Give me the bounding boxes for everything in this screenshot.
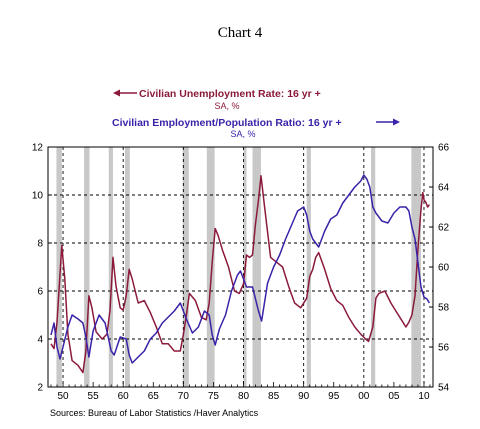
left-axis-tick-label: 2 (37, 383, 43, 394)
legend-left-arrow-icon (113, 89, 137, 97)
x-axis-tick-label: 95 (328, 391, 340, 402)
left-axis-tick-label: 8 (37, 239, 43, 250)
x-axis-tick-label: 75 (208, 391, 220, 402)
left-axis-tick-label: 10 (32, 191, 44, 202)
legend-employment-label: Civilian Employment/Population Ratio: 16… (112, 117, 342, 129)
chart-source: Sources: Bureau of Labor Statistics /Hav… (50, 408, 259, 418)
recession-band (182, 147, 189, 387)
legend-employment-sub: SA, % (230, 129, 255, 139)
x-axis-tick-label: 55 (88, 391, 100, 402)
legend-unemployment-sub: SA, % (214, 101, 239, 111)
employment-ratio-line (50, 174, 431, 364)
legend-unemployment: Civilian Unemployment Rate: 16 yr + SA, … (113, 88, 321, 111)
legend-right-arrow-icon (376, 118, 400, 126)
legend-employment: Civilian Employment/Population Ratio: 16… (112, 117, 400, 139)
left-axis-tick-label: 6 (37, 287, 43, 298)
recession-band (84, 147, 90, 387)
legend-unemployment-label: Civilian Unemployment Rate: 16 yr + (139, 88, 321, 100)
left-axis-tick-label: 4 (37, 335, 43, 346)
unemployment-rate-line (50, 175, 430, 374)
x-axis-tick-label: 85 (268, 391, 280, 402)
series-lines (50, 174, 431, 374)
left-axis-tick-label: 12 (32, 143, 44, 154)
x-axis-tick-label: 90 (298, 391, 310, 402)
x-axis-tick-label: 10 (418, 391, 430, 402)
recession-band (125, 147, 130, 387)
x-axis-tick-label: 60 (118, 391, 130, 402)
right-axis-tick-label: 60 (438, 263, 450, 274)
x-axis-tick-label: 70 (178, 391, 190, 402)
right-axis-tick-label: 64 (438, 183, 450, 194)
recession-band (371, 147, 376, 387)
x-axis-tick-label: 00 (358, 391, 370, 402)
axes: 2 4 6 8 10 12 54 56 58 60 62 64 66 50 55 60 65 70 75 80 85 90… (32, 143, 450, 403)
x-axis-tick-label: 80 (238, 391, 250, 402)
right-axis-tick-label: 56 (438, 343, 450, 354)
right-axis-tick-label: 58 (438, 303, 450, 314)
x-axis-tick-label: 65 (148, 391, 160, 402)
right-axis-tick-label: 66 (438, 143, 450, 154)
chart-title: Chart 4 (218, 25, 263, 41)
x-axis-tick-label: 50 (57, 391, 69, 402)
right-axis-tick-label: 62 (438, 223, 450, 234)
recession-band (108, 147, 113, 387)
recession-band (252, 147, 261, 387)
recession-band (56, 147, 62, 387)
right-axis-tick-label: 54 (438, 383, 450, 394)
recession-band (306, 147, 311, 387)
recession-band (206, 147, 215, 387)
x-axis-tick-label: 05 (388, 391, 400, 402)
